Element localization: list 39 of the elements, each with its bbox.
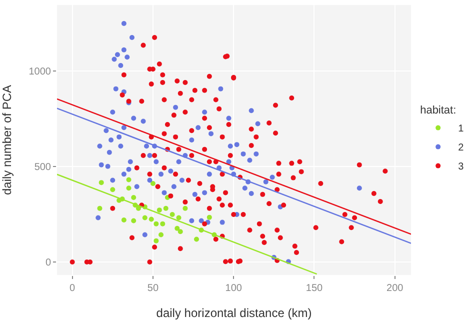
y-tick-label: 1000 (28, 66, 52, 78)
point (121, 218, 126, 223)
point (98, 180, 104, 186)
point (131, 194, 136, 200)
point (126, 186, 132, 191)
x-tick-label: 50 (147, 283, 159, 294)
point (170, 212, 175, 217)
point (126, 177, 132, 182)
x-tick-label: 150 (306, 283, 324, 294)
x-axis-title: daily horizontal distance (km) (156, 306, 312, 320)
y-axis-title: daily number of PCA (0, 84, 14, 196)
legend-label: 1 (458, 124, 464, 135)
point (158, 232, 164, 238)
point (160, 221, 166, 226)
point (163, 206, 168, 211)
point (97, 206, 102, 211)
point (150, 181, 156, 186)
x-tick-label: 0 (70, 283, 76, 294)
y-tick-label: 0 (45, 258, 52, 269)
legend-label: 2 (458, 142, 464, 154)
point (148, 216, 154, 222)
point (206, 214, 212, 220)
point (174, 226, 180, 231)
point (131, 218, 136, 224)
point (176, 215, 182, 220)
point (142, 215, 148, 220)
point (110, 187, 116, 192)
point (154, 221, 159, 226)
point (154, 238, 159, 244)
legend-label: 3 (458, 162, 464, 173)
x-tick-label: 200 (386, 283, 404, 294)
point (136, 206, 141, 211)
y-tick-label: 500 (34, 162, 52, 174)
point (194, 236, 199, 242)
point (182, 206, 188, 211)
legend-title: habitat: (420, 104, 456, 116)
x-tick-label: 100 (225, 283, 242, 294)
point (156, 208, 162, 213)
point (178, 229, 183, 234)
